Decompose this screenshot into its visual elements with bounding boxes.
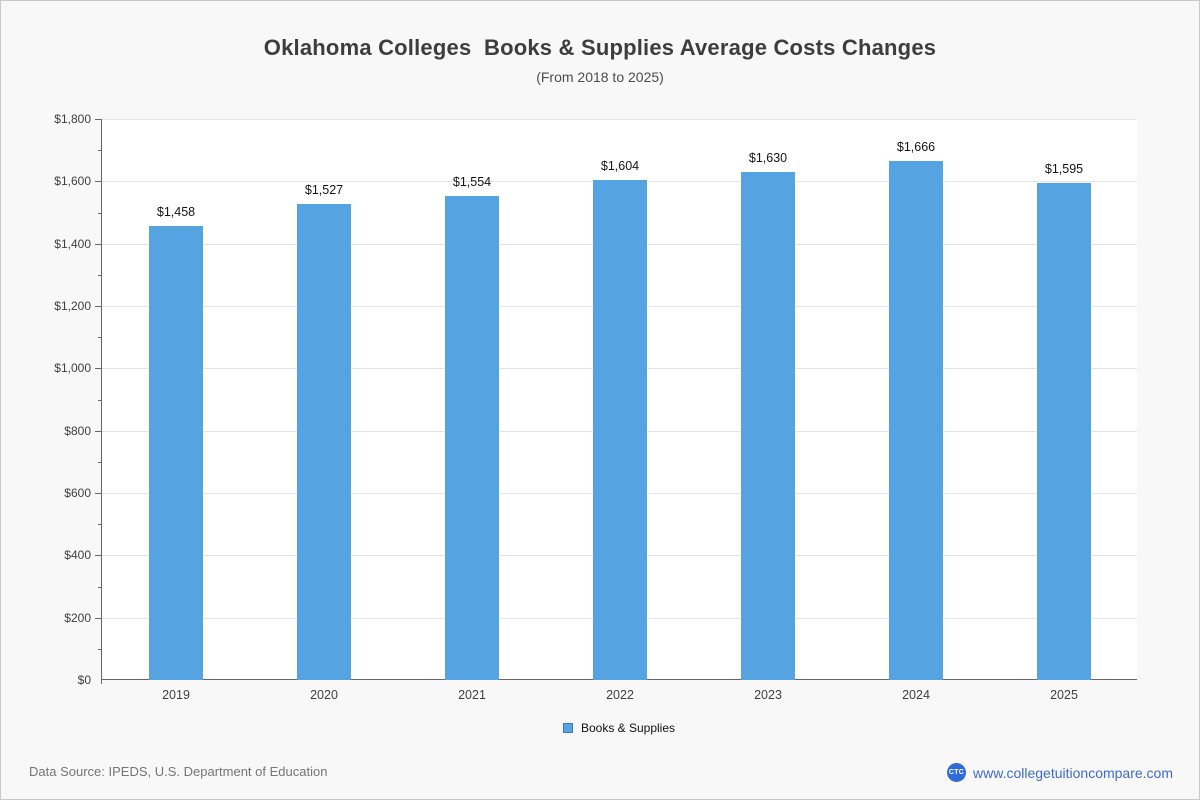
- y-axis-minor-tick: [98, 337, 102, 339]
- data-source-note: Data Source: IPEDS, U.S. Department of E…: [29, 764, 328, 779]
- y-tick-label: $0: [77, 673, 91, 687]
- bar-2020: [297, 204, 351, 680]
- y-axis-minor-tick: [98, 586, 102, 588]
- y-tick-label: $1,400: [54, 236, 91, 251]
- bar-value-label: $1,630: [748, 150, 788, 165]
- website-link[interactable]: www.collegetuitioncompare.com: [973, 764, 1173, 781]
- x-tick-label: 2022: [606, 688, 634, 702]
- y-tick-label: $1,200: [54, 299, 91, 313]
- x-tick-label: 2025: [1050, 688, 1078, 702]
- gridline: [102, 119, 1137, 120]
- y-tick-label: $400: [64, 548, 91, 563]
- y-tick-label: $1,600: [54, 174, 91, 189]
- y-axis-minor-tick: [98, 524, 102, 526]
- y-axis-major-tick: [95, 119, 102, 120]
- bar-value-label: $1,666: [896, 139, 936, 154]
- chart-title: Oklahoma Colleges Books & Supplies Avera…: [263, 35, 937, 60]
- bar-chart-plot-area: $0 $200 $400 $600 $800 $1,000 $1,200 $1,400 $1,6…: [54, 112, 1137, 702]
- bar-value-label: $1,527: [304, 183, 344, 198]
- bar-2021: [445, 195, 499, 680]
- y-tick-label: $600: [64, 486, 91, 500]
- x-tick-label: 2020: [310, 688, 338, 702]
- y-tick-label: $1,800: [54, 112, 91, 126]
- y-axis-major-tick: [95, 493, 102, 494]
- x-tick-label: 2023: [754, 688, 782, 702]
- bar-2022: [593, 180, 647, 680]
- chart-legend: Books & Supplies: [101, 721, 1137, 735]
- y-axis-major-tick: [95, 306, 102, 307]
- y-axis-major-tick: [95, 243, 102, 245]
- y-axis-major-tick: [95, 430, 102, 432]
- y-axis-minor-tick: [98, 150, 102, 152]
- bar-value-label: $1,458: [156, 204, 196, 219]
- y-axis-minor-tick: [98, 399, 102, 401]
- bar-value-label: $1,554: [452, 174, 492, 189]
- y-axis-minor-tick: [98, 212, 102, 214]
- bar-2023: [741, 171, 795, 680]
- x-tick-label: 2021: [458, 688, 486, 702]
- bar-2025: [1037, 182, 1091, 680]
- brand-footer: CTC www.collegetuitioncompare.com: [947, 763, 1173, 782]
- x-axis-left-tick: [101, 679, 102, 684]
- bar-value-label: $1,604: [600, 159, 640, 174]
- y-axis-major-tick: [95, 617, 102, 619]
- x-tick-label: 2024: [902, 688, 930, 702]
- bar-2019: [149, 225, 203, 680]
- y-axis-minor-tick: [98, 274, 102, 276]
- y-tick-label: $800: [64, 423, 91, 438]
- y-axis-major-tick: [95, 555, 102, 557]
- y-axis-minor-tick: [98, 648, 102, 650]
- y-axis-major-tick: [95, 368, 102, 370]
- legend-label: Books & Supplies: [580, 721, 676, 735]
- bar-value-label: $1,595: [1044, 161, 1084, 176]
- x-tick-label: 2019: [162, 688, 190, 702]
- y-axis-major-tick: [95, 181, 102, 183]
- chart-subtitle: (From 2018 to 2025): [536, 69, 664, 85]
- y-tick-label: $1,000: [54, 361, 91, 376]
- y-axis-minor-tick: [98, 461, 102, 463]
- ctc-logo-icon: CTC: [947, 763, 967, 782]
- bar-2024: [889, 160, 943, 680]
- legend-swatch: [562, 723, 573, 733]
- y-tick-label: $200: [64, 610, 91, 625]
